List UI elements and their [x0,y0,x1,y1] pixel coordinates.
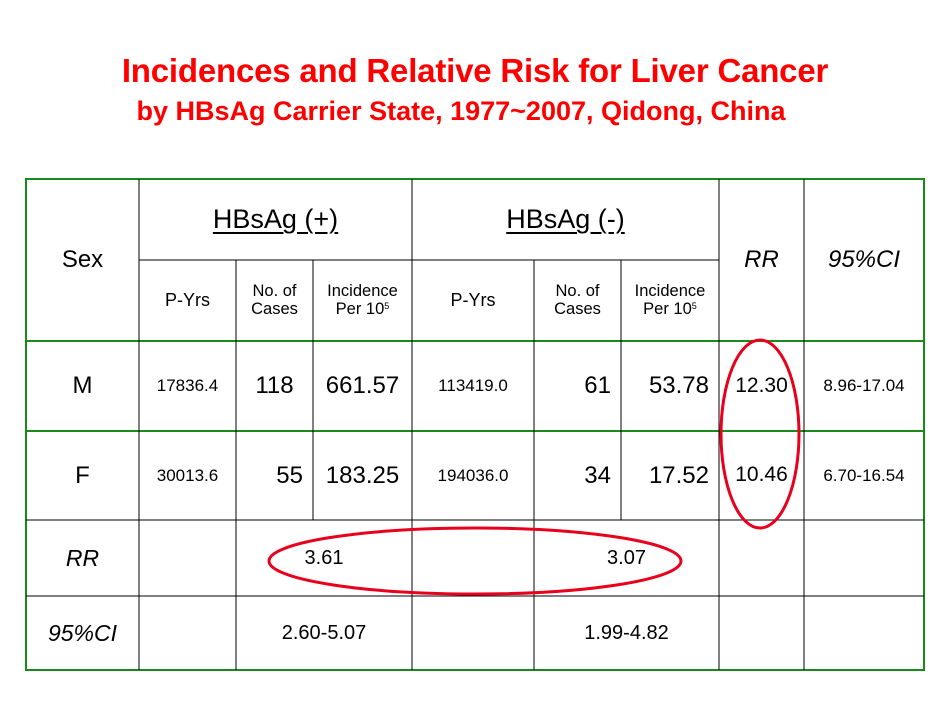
header-pos-inc-line2: Per 105 [335,299,390,318]
header-pos-cases-line1: No. of [252,282,297,301]
header-neg-cases-line1: No. of [555,282,600,301]
header-hbsag-positive: HBsAg (+) [212,204,339,235]
row-m-pos-cases: 118 [255,372,294,400]
row-f-pos-cases: 55 [276,461,303,489]
row-m-rr: 12.30 [735,373,788,397]
header-sex: Sex [61,246,104,274]
header-pos-incidence: Incidence Per 105 [313,260,412,341]
slide-title-line2: by HBsAg Carrier State, 1977~2007, Qidon… [136,96,786,126]
row-m-ci: 8.96-17.04 [823,376,905,396]
rr-row-negative: 3.07 [607,546,646,569]
slide-title-line1: Incidences and Relative Risk for Liver C… [121,52,829,89]
rr-row-label: RR [65,544,100,571]
header-neg-cases: No. of Cases [534,260,621,341]
header-hbsag-negative: HBsAg (-) [506,204,625,235]
header-pos-cases: No. of Cases [236,260,313,341]
header-neg-pyrs: P-Yrs [450,290,496,311]
row-m-sex: M [72,372,93,400]
row-f-neg-incidence: 17.52 [648,461,709,489]
ci-row-label: 95%CI [47,619,118,646]
header-neg-inc-line1: Incidence [634,282,706,301]
header-rr: RR [744,246,779,274]
row-m-neg-incidence: 53.78 [648,372,709,400]
row-m-neg-pyrs: 113419.0 [438,376,508,396]
header-pos-pyrs: P-Yrs [165,290,210,311]
ci-row-negative: 1.99-4.82 [584,621,669,644]
row-m-pos-incidence: 661.57 [325,372,400,400]
row-f-ci: 6.70-16.54 [823,465,905,485]
header-neg-incidence: Incidence Per 105 [621,260,719,341]
header-pos-inc-line1: Incidence [327,282,398,301]
row-f-pos-pyrs: 30013.6 [156,465,219,485]
rr-row-positive: 3.61 [304,546,344,569]
row-f-pos-incidence: 183.25 [325,461,400,489]
row-f-sex: F [75,461,90,489]
ci-row-positive: 2.60-5.07 [281,621,367,644]
header-ci: 95%CI [827,246,901,274]
row-f-rr: 10.46 [735,463,788,487]
row-m-neg-cases: 61 [584,372,611,400]
header-neg-inc-line2: Per 105 [643,299,697,318]
row-f-neg-cases: 34 [584,461,611,489]
header-neg-cases-line2: Cases [554,299,601,318]
row-m-pos-pyrs: 17836.4 [156,376,219,396]
row-f-neg-pyrs: 194036.0 [437,465,509,485]
header-pos-cases-line2: Cases [251,299,298,318]
